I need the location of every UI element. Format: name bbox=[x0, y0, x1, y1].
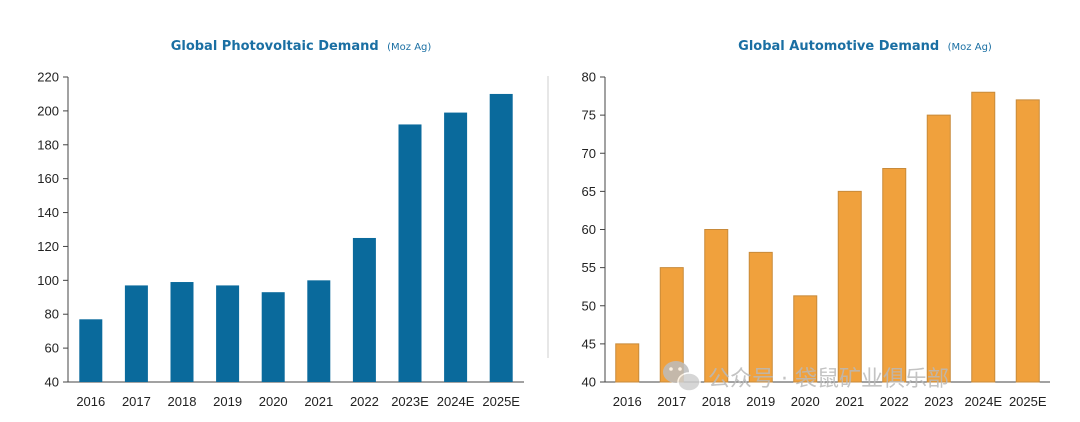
right-x-tick-label: 2025E bbox=[1009, 394, 1047, 409]
right-y-tick-label: 80 bbox=[582, 70, 596, 85]
left-chart-unit: (Moz Ag) bbox=[387, 42, 431, 53]
right-chart-title-line: Global Automotive Demand (Moz Ag) bbox=[738, 37, 992, 54]
left-bar-2017 bbox=[124, 285, 148, 382]
right-x-tick-label: 2020 bbox=[791, 394, 820, 409]
left-chart-title-line: Global Photovoltaic Demand (Moz Ag) bbox=[171, 37, 432, 54]
left-y-tick-label: 60 bbox=[45, 341, 59, 356]
right-bar-2021 bbox=[837, 190, 862, 383]
left-y-tick-label: 100 bbox=[37, 273, 59, 288]
right-y-tick-label: 65 bbox=[582, 184, 596, 199]
right-y-tick-label: 60 bbox=[582, 222, 596, 237]
left-bar-2019 bbox=[216, 285, 240, 382]
left-x-tick-label: 2018 bbox=[168, 394, 197, 409]
left-x-tick-label: 2020 bbox=[259, 394, 288, 409]
left-x-tick-label: 2025E bbox=[482, 394, 520, 409]
left-y-tick-label: 220 bbox=[37, 70, 59, 85]
left-x-tick-label: 2019 bbox=[213, 394, 242, 409]
right-x-tick-label: 2021 bbox=[835, 394, 864, 409]
left-bar-2021 bbox=[307, 280, 331, 382]
right-y-tick-label: 40 bbox=[582, 375, 596, 390]
left-bar-2016 bbox=[79, 319, 103, 382]
right-bar-2023 bbox=[926, 114, 951, 383]
left-y-tick-label: 160 bbox=[37, 171, 59, 186]
left-bar-2024E bbox=[444, 112, 468, 382]
right-x-tick-label: 2017 bbox=[657, 394, 686, 409]
left-y-tick-label: 200 bbox=[37, 103, 59, 118]
left-bar-2018 bbox=[170, 282, 194, 382]
left-chart-title: Global Photovoltaic Demand bbox=[171, 39, 379, 54]
right-y-tick-label: 75 bbox=[582, 108, 596, 123]
right-bar-2024E bbox=[971, 91, 996, 383]
left-bar-2020 bbox=[261, 292, 285, 382]
watermark-text: 公众号 · 袋鼠矿业俱乐部 bbox=[708, 367, 949, 392]
right-x-tick-label: 2019 bbox=[746, 394, 775, 409]
left-y-tick-label: 40 bbox=[45, 375, 59, 390]
right-bar-2016 bbox=[615, 343, 640, 383]
left-y-tick-label: 180 bbox=[37, 137, 59, 152]
right-x-tick-label: 2022 bbox=[880, 394, 909, 409]
left-x-tick-label: 2021 bbox=[304, 394, 333, 409]
right-bar-chart: 40 45 50 55 60 65 70 75 80 2016 2017 2018 2019 2020 20… bbox=[582, 70, 1050, 409]
right-y-tick-label: 55 bbox=[582, 260, 596, 275]
right-y-tick-label: 70 bbox=[582, 146, 596, 161]
watermark: 公众号 · 袋鼠矿业俱乐部 bbox=[663, 361, 949, 392]
right-bar-2022 bbox=[882, 168, 907, 383]
right-chart-title: Global Automotive Demand bbox=[738, 39, 939, 54]
left-x-tick-label: 2017 bbox=[122, 394, 151, 409]
left-y-tick-label: 120 bbox=[37, 239, 59, 254]
right-x-tick-label: 2023 bbox=[924, 394, 953, 409]
right-bar-2020 bbox=[793, 295, 818, 383]
right-x-tick-label: 2016 bbox=[613, 394, 642, 409]
left-y-tick-label: 140 bbox=[37, 205, 59, 220]
left-x-tick-label: 2022 bbox=[350, 394, 379, 409]
left-bar-2022 bbox=[352, 237, 376, 382]
left-x-tick-label: 2016 bbox=[76, 394, 105, 409]
right-bar-2025E bbox=[1015, 99, 1040, 383]
right-bar-2018 bbox=[704, 229, 729, 383]
right-bar-2019 bbox=[748, 251, 773, 383]
left-y-tick-label: 80 bbox=[45, 307, 59, 322]
right-x-tick-label: 2024E bbox=[964, 394, 1002, 409]
wechat-icon bbox=[663, 361, 701, 392]
right-x-tick-label: 2018 bbox=[702, 394, 731, 409]
left-x-tick-label: 2023E bbox=[391, 394, 429, 409]
left-bar-2023E bbox=[398, 124, 422, 382]
right-y-tick-label: 50 bbox=[582, 298, 596, 313]
right-y-tick-label: 45 bbox=[582, 336, 596, 351]
left-x-tick-label: 2024E bbox=[437, 394, 475, 409]
right-chart-unit: (Moz Ag) bbox=[948, 42, 992, 53]
left-bar-chart: 40 60 80 100 120 140 160 180 200 220 2016 2017 2018 2… bbox=[37, 70, 524, 409]
left-bar-2025E bbox=[489, 93, 513, 382]
